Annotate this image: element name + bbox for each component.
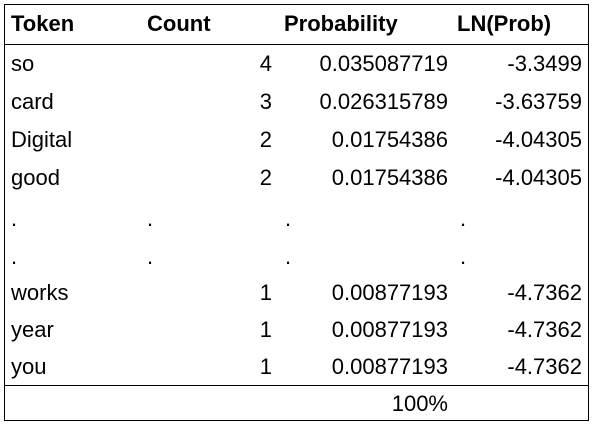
cell-ln-prob: -4.04305 bbox=[495, 165, 582, 190]
token-probability-table: Token Count Probability LN(Prob) so 4 0.… bbox=[4, 4, 589, 421]
cell-probability: 0.00877193 bbox=[331, 280, 448, 305]
cell-token: good bbox=[11, 165, 60, 190]
cell-probability: 0.01754386 bbox=[331, 127, 448, 152]
cell-probability: . bbox=[285, 244, 292, 269]
cell-ln-prob: . bbox=[460, 244, 467, 269]
cell-ln-prob: -3.3499 bbox=[507, 51, 582, 76]
cell-count: . bbox=[147, 244, 154, 269]
header-probability: Probability bbox=[284, 11, 398, 36]
table-row-ellipsis: . . . . bbox=[5, 200, 588, 238]
cell-count: 1 bbox=[259, 354, 272, 379]
table-header-row: Token Count Probability LN(Prob) bbox=[5, 5, 588, 45]
table-row: works 1 0.00877193 -4.7362 bbox=[5, 274, 588, 312]
cell-token: works bbox=[11, 280, 69, 305]
cell-token: card bbox=[11, 89, 54, 114]
cell-probability: 0.035087719 bbox=[319, 51, 448, 76]
cell-count: 1 bbox=[259, 280, 272, 305]
table-row: year 1 0.00877193 -4.7362 bbox=[5, 311, 588, 349]
cell-ln-prob: -4.04305 bbox=[495, 127, 582, 152]
cell-probability: 0.026315789 bbox=[319, 89, 448, 114]
cell-count: 3 bbox=[259, 89, 272, 114]
cell-count: 2 bbox=[259, 165, 272, 190]
table-row-ellipsis: . . . . bbox=[5, 238, 588, 276]
cell-ln-prob: -4.7362 bbox=[507, 280, 582, 305]
cell-ln-prob: -4.7362 bbox=[507, 354, 582, 379]
table-row: card 3 0.026315789 -3.63759 bbox=[5, 83, 588, 121]
cell-count: . bbox=[147, 206, 154, 231]
cell-probability: 0.00877193 bbox=[331, 354, 448, 379]
cell-count: 2 bbox=[259, 127, 272, 152]
header-count: Count bbox=[147, 11, 211, 36]
table-row: so 4 0.035087719 -3.3499 bbox=[5, 45, 588, 83]
cell-probability: . bbox=[285, 206, 292, 231]
cell-token: you bbox=[11, 354, 47, 379]
table-footer-row: 100% bbox=[5, 385, 588, 422]
cell-token: . bbox=[11, 244, 18, 269]
cell-ln-prob: -4.7362 bbox=[507, 317, 582, 342]
cell-count: 4 bbox=[259, 51, 272, 76]
cell-token: year bbox=[11, 317, 54, 342]
table-row: you 1 0.00877193 -4.7362 bbox=[5, 348, 588, 386]
table-row: Digital 2 0.01754386 -4.04305 bbox=[5, 121, 588, 159]
header-token: Token bbox=[11, 11, 75, 36]
probability-total: 100% bbox=[391, 391, 448, 416]
cell-token: Digital bbox=[11, 127, 73, 152]
cell-ln-prob: . bbox=[460, 206, 467, 231]
table-row: good 2 0.01754386 -4.04305 bbox=[5, 159, 588, 197]
cell-probability: 0.01754386 bbox=[331, 165, 448, 190]
cell-token: . bbox=[11, 206, 18, 231]
cell-probability: 0.00877193 bbox=[331, 317, 448, 342]
cell-ln-prob: -3.63759 bbox=[495, 89, 582, 114]
header-ln-prob: LN(Prob) bbox=[457, 11, 552, 36]
cell-count: 1 bbox=[259, 317, 272, 342]
cell-token: so bbox=[11, 51, 35, 76]
